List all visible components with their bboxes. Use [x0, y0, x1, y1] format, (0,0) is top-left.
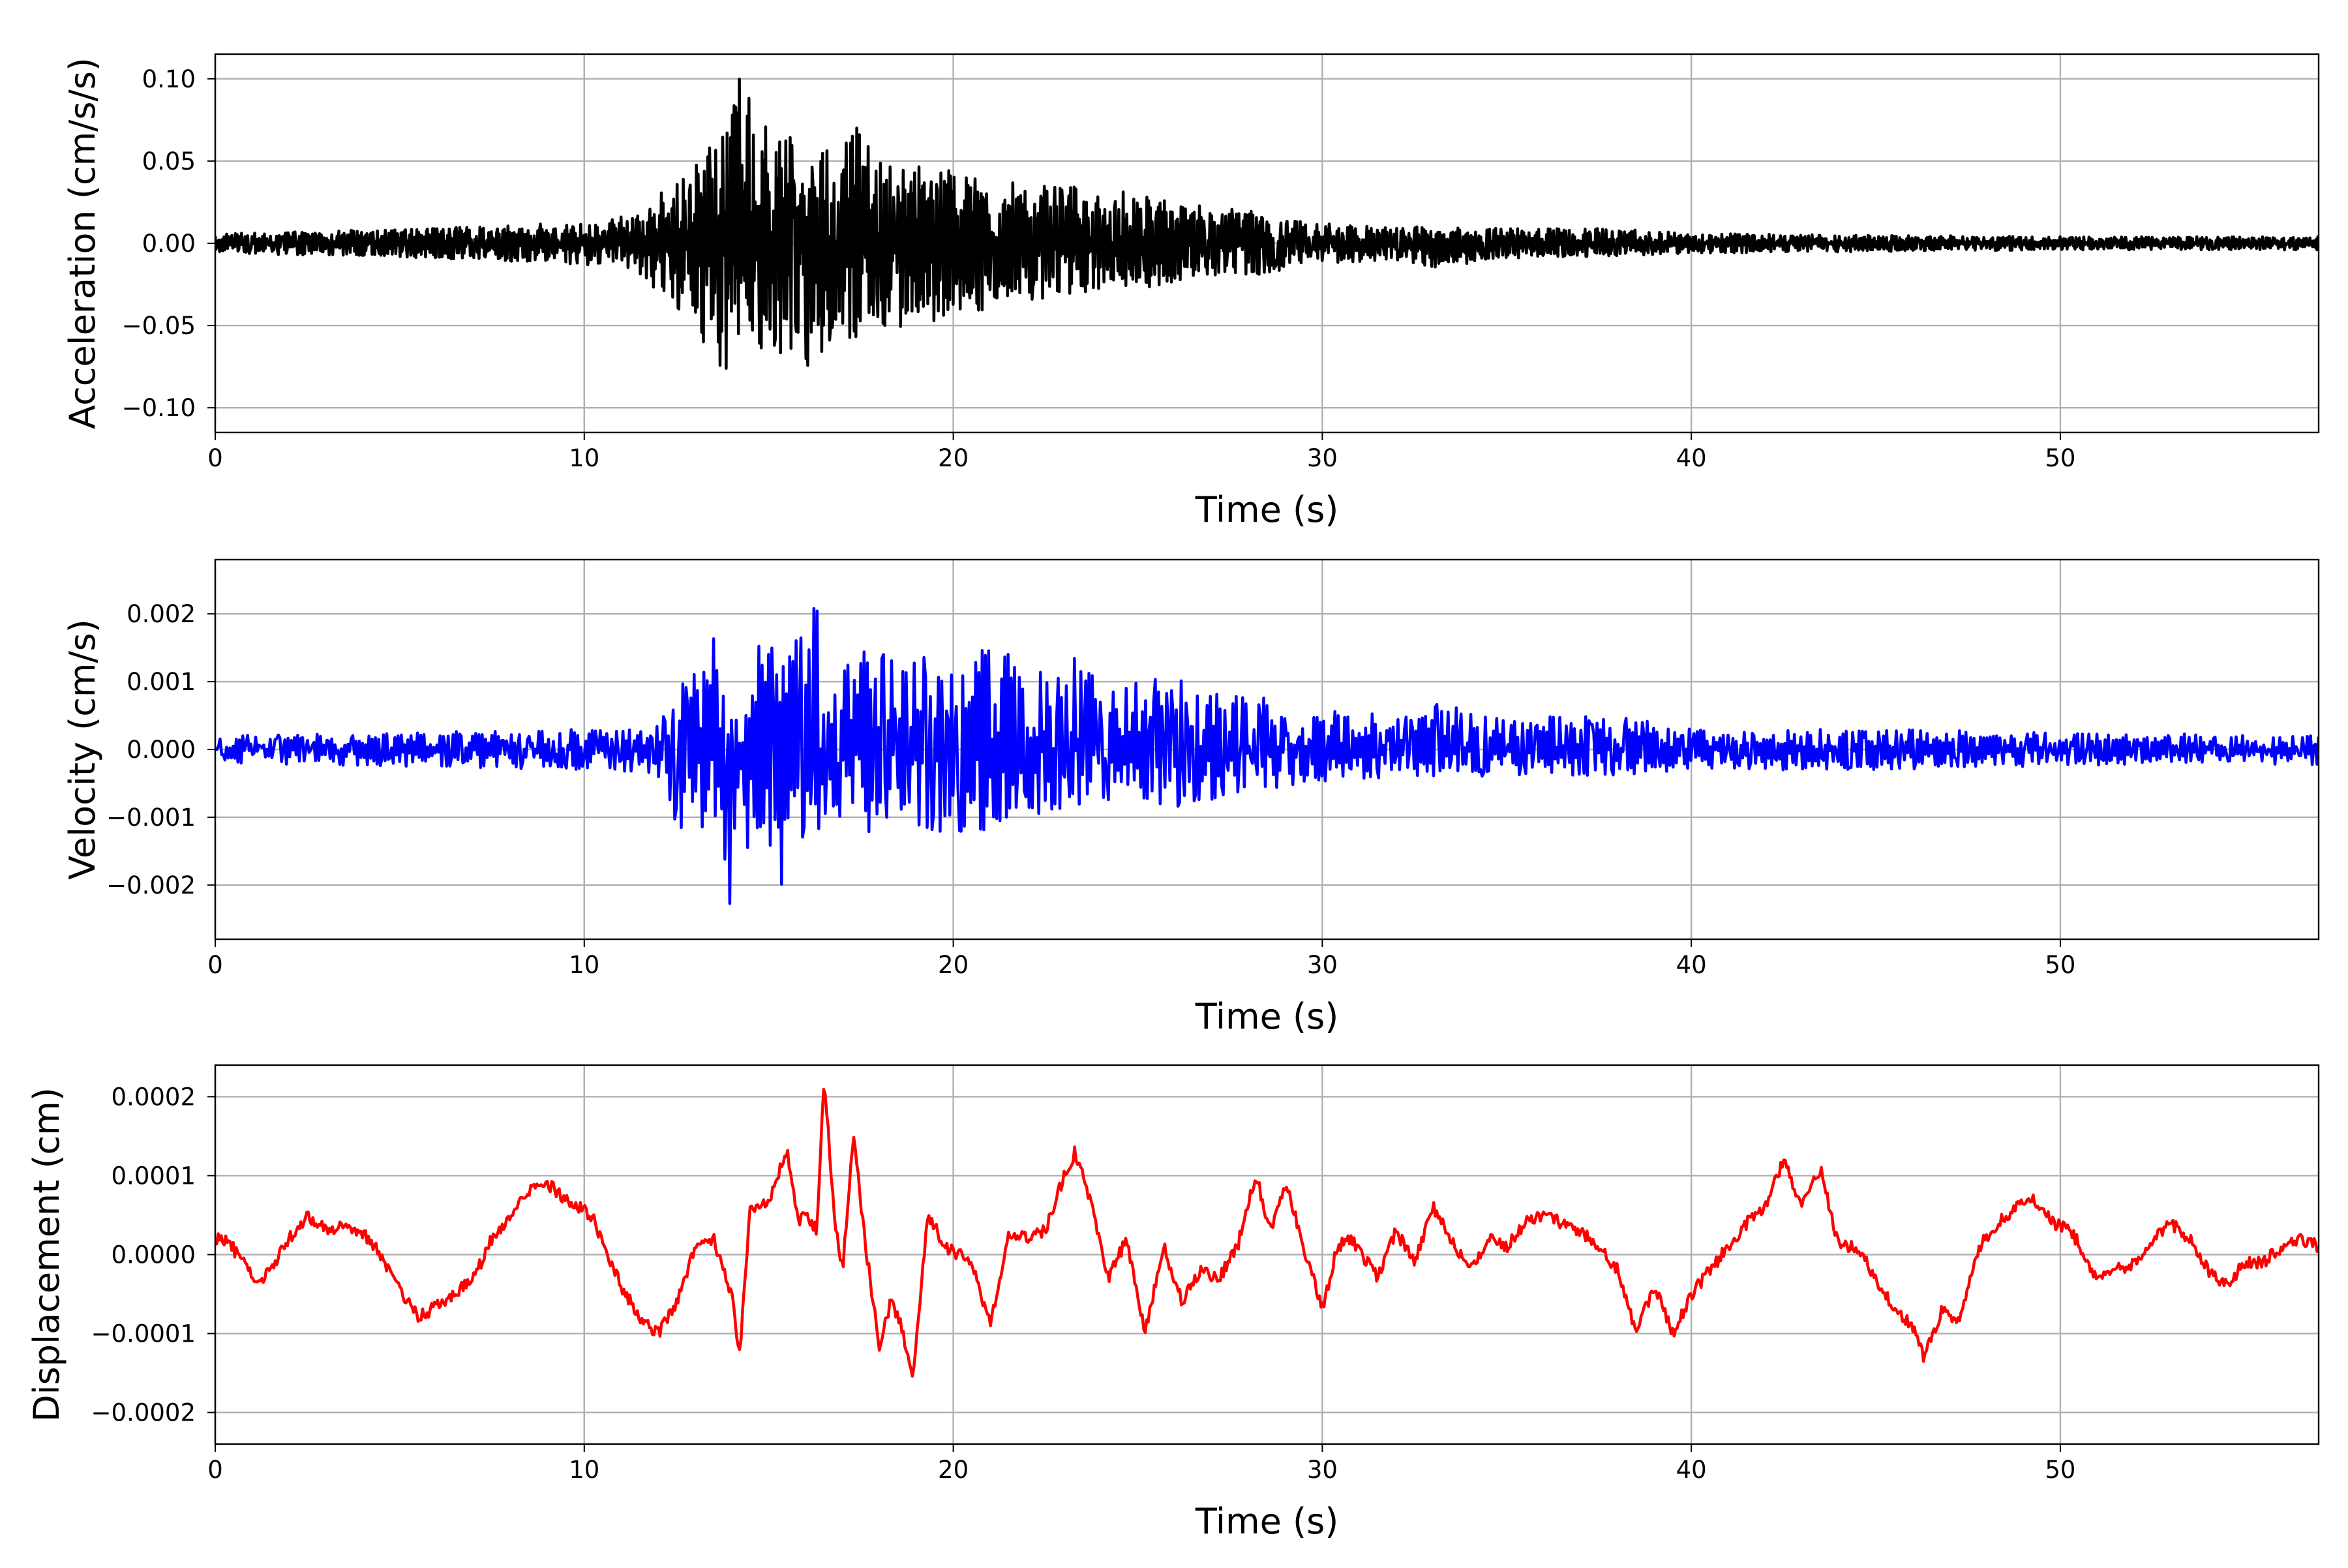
velocity-xtick-label-4: 40 — [1676, 951, 1707, 979]
acceleration-series-line — [215, 77, 2319, 370]
velocity-xtick-label-0: 0 — [207, 951, 223, 979]
acceleration-xtick-label-3: 30 — [1307, 444, 1338, 472]
displacement-ytick-label-0: −0.0002 — [91, 1399, 196, 1427]
velocity-xtick-label-3: 30 — [1307, 951, 1338, 979]
displacement-ytick-label-2: 0.0000 — [112, 1241, 196, 1269]
acceleration-xtick-label-1: 10 — [569, 444, 599, 472]
displacement-xtick-label-3: 30 — [1307, 1456, 1338, 1484]
displacement-panel: 0 10 20 30 40 50 −0.0002 −0.0001 0.0000 0.0001 0.0… — [26, 1064, 2320, 1542]
acceleration-xtick-label-4: 40 — [1676, 444, 1707, 472]
velocity-xtick-label-2: 20 — [938, 951, 969, 979]
velocity-xlabel: Time (s) — [1195, 996, 1339, 1037]
velocity-series-line — [215, 607, 2319, 905]
acceleration-xlabel: Time (s) — [1195, 489, 1339, 530]
displacement-xtick-label-5: 50 — [2045, 1456, 2075, 1484]
acceleration-ylabel: Acceleration (cm/s/s) — [62, 57, 103, 429]
velocity-ytick-label-1: −0.001 — [106, 804, 196, 832]
acceleration-panel: 0 10 20 30 40 50 −0.10 −0.05 0.00 0.05 0.10 Time (s… — [62, 53, 2320, 530]
displacement-xtick-label-1: 10 — [569, 1456, 599, 1484]
velocity-ytick-label-2: 0.000 — [127, 736, 196, 764]
displacement-xtick-label-4: 40 — [1676, 1456, 1707, 1484]
acceleration-ytick-label-0: −0.10 — [122, 394, 196, 422]
displacement-ytick-label-1: −0.0001 — [91, 1320, 196, 1348]
displacement-xtick-label-2: 20 — [938, 1456, 969, 1484]
velocity-xtick-label-5: 50 — [2045, 951, 2075, 979]
displacement-series-line — [215, 1087, 2319, 1378]
velocity-ytick-label-3: 0.001 — [127, 668, 196, 696]
acceleration-xtick-label-2: 20 — [938, 444, 969, 472]
acceleration-ytick-label-2: 0.00 — [142, 230, 196, 258]
displacement-ytick-label-3: 0.0001 — [112, 1162, 196, 1190]
velocity-xtick-label-1: 10 — [569, 951, 599, 979]
velocity-ylabel: Velocity (cm/s) — [62, 619, 103, 880]
acceleration-xtick-label-0: 0 — [207, 444, 223, 472]
velocity-ytick-label-0: −0.002 — [106, 871, 196, 899]
velocity-panel: 0 10 20 30 40 50 −0.002 −0.001 0.000 0.001 0.002 Ti… — [62, 558, 2320, 1037]
acceleration-ytick-label-3: 0.05 — [142, 147, 196, 175]
displacement-xlabel: Time (s) — [1195, 1501, 1339, 1542]
displacement-ylabel: Displacement (cm) — [26, 1087, 67, 1422]
acceleration-xtick-label-5: 50 — [2045, 444, 2075, 472]
acceleration-ytick-label-1: −0.05 — [122, 312, 196, 340]
displacement-ytick-label-4: 0.0002 — [112, 1083, 196, 1111]
velocity-ytick-label-4: 0.002 — [127, 600, 196, 628]
acceleration-ytick-label-4: 0.10 — [142, 65, 196, 93]
displacement-xtick-label-0: 0 — [207, 1456, 223, 1484]
